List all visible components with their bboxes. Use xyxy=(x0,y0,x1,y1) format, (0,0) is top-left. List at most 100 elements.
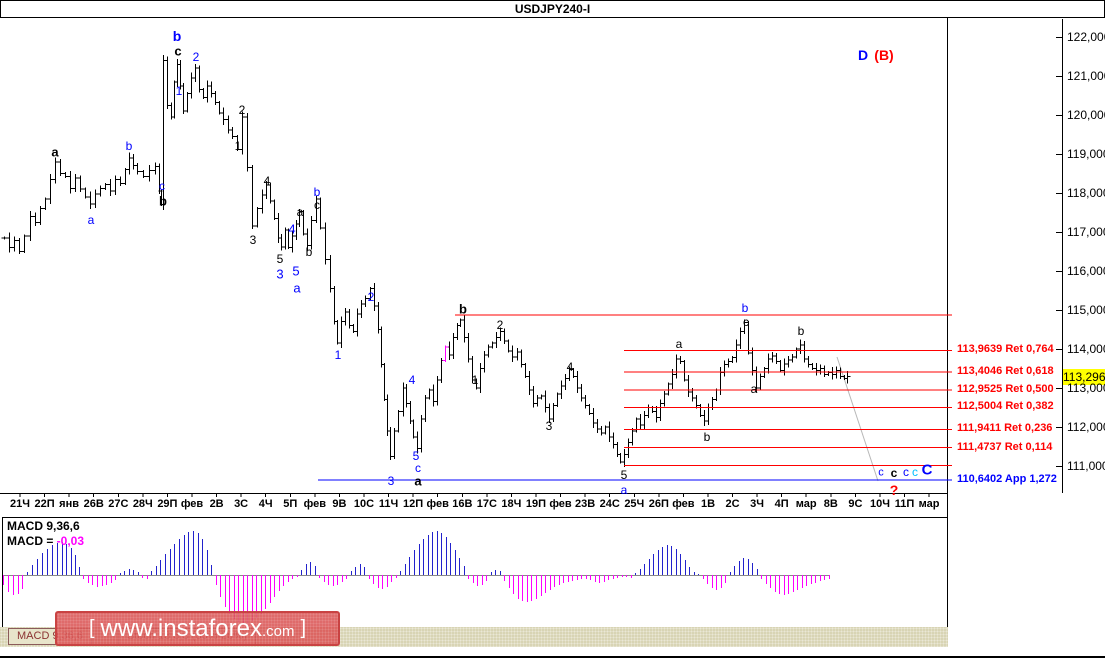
wave-label: 1 xyxy=(334,348,342,362)
wave-label: b xyxy=(459,301,467,317)
y-axis-label: 118,000 xyxy=(1067,186,1105,200)
wave-label: 2 xyxy=(192,50,200,64)
wave-label: c xyxy=(890,466,898,480)
logo-bracket-left: [ xyxy=(88,617,95,639)
x-axis-label: мар xyxy=(795,498,817,510)
x-axis-label: 8В xyxy=(823,498,838,510)
wave-label: c xyxy=(878,466,884,479)
x-axis-label: 3С xyxy=(234,498,249,510)
x-axis-label: 3Ч xyxy=(750,498,765,510)
wave-label: 3 xyxy=(276,266,284,282)
x-axis-label: 16В xyxy=(452,498,473,510)
y-axis-label: 112,000 xyxy=(1067,420,1105,434)
y-axis-label: 113,000 xyxy=(1067,381,1105,395)
wave-label: b xyxy=(125,139,133,153)
x-axis-label: 10С xyxy=(353,498,375,510)
x-axis-label: фев xyxy=(549,498,572,510)
x-axis-label: 22П xyxy=(34,498,55,510)
wave-label: b xyxy=(305,245,313,259)
y-axis-label: 116,000 xyxy=(1067,264,1105,278)
wave-label: (B) xyxy=(874,47,894,63)
wave-label: 2 xyxy=(238,103,246,117)
wave-label: 3 xyxy=(545,419,553,433)
wave-label: b xyxy=(797,324,805,338)
x-axis-label: 29П xyxy=(157,498,178,510)
x-axis-label: 17С xyxy=(476,498,497,510)
wave-label: 3 xyxy=(249,233,257,247)
wave-label: 1 xyxy=(471,373,479,387)
x-axis-label: 9В xyxy=(332,498,347,510)
x-axis-label: фев xyxy=(303,498,326,510)
wave-label: ? xyxy=(889,482,899,498)
wave-label: c xyxy=(912,465,918,479)
x-axis-label: янв xyxy=(59,498,80,510)
wave-label: D xyxy=(857,47,869,63)
x-axis-label: 19П xyxy=(525,498,547,510)
chart-title: USDJPY240-I xyxy=(514,2,591,16)
wave-label: c xyxy=(314,198,320,212)
wave-label: 4 xyxy=(263,174,271,188)
bottom-margin xyxy=(0,647,1105,656)
wave-label: 1 xyxy=(175,84,183,98)
fib-label: 110,6402 App 1,272 xyxy=(957,473,1057,486)
x-axis-label: фев xyxy=(426,498,449,510)
x-axis-label: фев xyxy=(180,498,204,510)
wave-label: a xyxy=(414,473,422,489)
fib-label: 112,9525 Ret 0,500 xyxy=(957,382,1054,395)
x-axis-label: мар xyxy=(918,498,940,510)
logo-bracket-right: ] xyxy=(300,617,307,639)
x-axis-label: 4Ч xyxy=(258,498,273,510)
x-axis-label: 26П xyxy=(648,498,669,510)
x-axis-label: 27С xyxy=(108,498,129,510)
wave-label: c xyxy=(415,461,421,475)
instaforex-watermark: [ www.instaforex .com ] xyxy=(55,611,340,646)
fib-label: 113,9639 Ret 0,764 xyxy=(957,343,1054,356)
x-axis-label: 1В xyxy=(700,498,716,510)
wave-label: 5 xyxy=(276,252,284,266)
wave-label: a xyxy=(620,483,628,497)
wave-label: b xyxy=(159,193,167,209)
macd-value-prefix: MACD = xyxy=(7,534,57,548)
wave-label: a xyxy=(293,280,301,296)
x-axis-label: 11Ч xyxy=(378,498,399,510)
wave-label: b xyxy=(172,28,182,44)
y-axis-label: 115,000 xyxy=(1067,303,1105,317)
y-axis-label: 111,000 xyxy=(1067,459,1105,473)
x-axis-label: 12П xyxy=(403,498,424,510)
x-axis-label: 26В xyxy=(83,498,104,510)
x-axis-label: 2С xyxy=(725,498,740,510)
wave-label: c xyxy=(174,43,182,59)
macd-indicator-name: MACD 9,36,6 xyxy=(7,519,80,533)
x-axis-label: 23В xyxy=(575,498,596,510)
wave-label: a xyxy=(675,337,683,351)
wave-label: 1 xyxy=(234,139,242,153)
macd-histogram-positive xyxy=(27,531,758,575)
current-price-badge: 113,296 xyxy=(1063,369,1105,385)
y-axis-label: 120,000 xyxy=(1067,108,1105,122)
wave-label: C xyxy=(921,461,933,479)
wave-label: b xyxy=(703,430,711,444)
highlighted-bar xyxy=(442,345,449,363)
wave-label: c xyxy=(743,315,749,329)
y-axis-label: 119,000 xyxy=(1067,147,1105,161)
wave-label: b xyxy=(313,185,321,199)
wave-label: a xyxy=(87,213,95,227)
x-axis-label: 24С xyxy=(599,498,620,510)
wave-label: a xyxy=(750,382,758,396)
projection-trendline[interactable] xyxy=(836,356,879,482)
price-bars xyxy=(1,55,851,468)
y-axis-label: 122,000 xyxy=(1067,30,1105,44)
bottom-border xyxy=(0,656,1105,658)
x-axis-label: 18Ч xyxy=(501,498,522,510)
wave-label: a xyxy=(51,144,59,160)
wave-label: 3 xyxy=(387,474,395,488)
y-axis-label: 114,000 xyxy=(1067,342,1105,356)
wave-label: a xyxy=(296,205,304,219)
logo-suffix: .com xyxy=(261,623,295,640)
x-axis-label: 25Ч xyxy=(624,498,645,510)
wave-label: 4 xyxy=(566,360,574,374)
macd-histogram-negative xyxy=(3,575,830,623)
wave-label: 5 xyxy=(412,449,420,463)
